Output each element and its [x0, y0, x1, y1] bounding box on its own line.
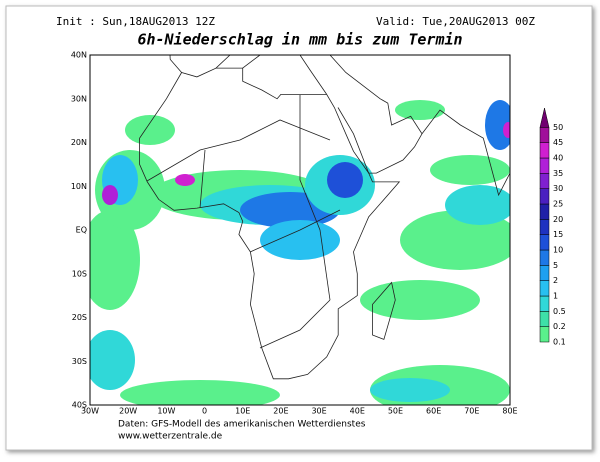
- colorbar-label: 40: [553, 154, 563, 163]
- colorbar-swatch: [539, 249, 550, 266]
- colorbar-label: 15: [553, 230, 563, 239]
- colorbar-swatch: [539, 234, 550, 251]
- map-title: 6h-Niederschlag in mm bis zum Termin: [137, 31, 462, 49]
- latitude-label: 30S: [72, 357, 87, 366]
- colorbar-label: 2: [553, 276, 558, 285]
- colorbar-label: 45: [553, 138, 563, 147]
- map-border: [89, 54, 511, 406]
- latitude-label: 10S: [72, 269, 87, 278]
- colorbar-swatch: [539, 142, 550, 159]
- longitude-label: 10E: [235, 407, 250, 416]
- latitude-label: 40N: [71, 51, 87, 60]
- latitude-labels: 40N 30N 20N 10N EQ 10S 20S 30S 40S: [71, 51, 87, 410]
- colorbar-label: 35: [553, 169, 563, 178]
- init-time: Init : Sun,18AUG2013 12Z: [56, 15, 215, 28]
- precipitation: [90, 100, 510, 405]
- colorbar-label: 0.5: [553, 307, 566, 316]
- longitude-label: 60E: [426, 407, 441, 416]
- colorbar-swatch: [539, 157, 550, 174]
- colorbar-swatch: [539, 127, 550, 143]
- colorbar-label: 5: [553, 261, 558, 270]
- longitude-label: 50E: [388, 407, 403, 416]
- latitude-label: 20N: [71, 138, 87, 147]
- colorbar-label: 10: [553, 246, 563, 255]
- colorbar-label: 25: [553, 200, 563, 209]
- colorbar-swatch: [539, 326, 550, 343]
- longitude-label: 30E: [311, 407, 326, 416]
- longitude-label: 0: [202, 407, 207, 416]
- longitude-label: 40E: [350, 407, 365, 416]
- colorbar-cap: [539, 107, 550, 128]
- latitude-label: EQ: [76, 226, 87, 235]
- map: 40N 30N 20N 10N EQ 10S 20S 30S 40S 30W 20W 10W 0 10E…: [71, 51, 518, 416]
- colorbar-label: 1: [553, 292, 558, 301]
- longitude-label: 70E: [464, 407, 479, 416]
- latitude-label: 10N: [71, 182, 87, 191]
- latitude-label: 40S: [72, 401, 87, 410]
- longitude-label: 20W: [119, 407, 137, 416]
- colorbar-swatch: [539, 265, 550, 281]
- latitude-label: 20S: [72, 313, 87, 322]
- colorbar-swatch: [539, 219, 550, 235]
- colorbar-swatch: [539, 311, 550, 327]
- longitude-labels: 30W 20W 10W 0 10E 20E 30E 40E 50E 60E 70E 80E: [81, 407, 518, 416]
- longitude-label: 30W: [81, 407, 99, 416]
- colorbar-swatch: [539, 280, 550, 297]
- longitude-label: 80E: [502, 407, 517, 416]
- colorbar-label: 0.2: [553, 322, 566, 331]
- colorbar-swatch: [539, 173, 550, 189]
- colorbar-label: 30: [553, 184, 563, 193]
- colorbar-swatch: [539, 203, 550, 220]
- colorbar-label: 0.1: [553, 338, 566, 347]
- source-url: www.wetterzentrale.de: [118, 432, 223, 442]
- colorbar-swatch: [539, 188, 550, 205]
- colorbar-label: 50: [553, 123, 563, 132]
- longitude-label: 10W: [157, 407, 175, 416]
- data-source: Daten: GFS-Modell des amerikanischen Wet…: [118, 420, 366, 430]
- colorbar-label: 20: [553, 215, 563, 224]
- longitude-label: 20E: [273, 407, 288, 416]
- colorbar-swatch: [539, 295, 550, 312]
- coastlines: [139, 55, 510, 380]
- valid-time: Valid: Tue,20AUG2013 00Z: [376, 15, 535, 28]
- latitude-label: 30N: [71, 94, 87, 103]
